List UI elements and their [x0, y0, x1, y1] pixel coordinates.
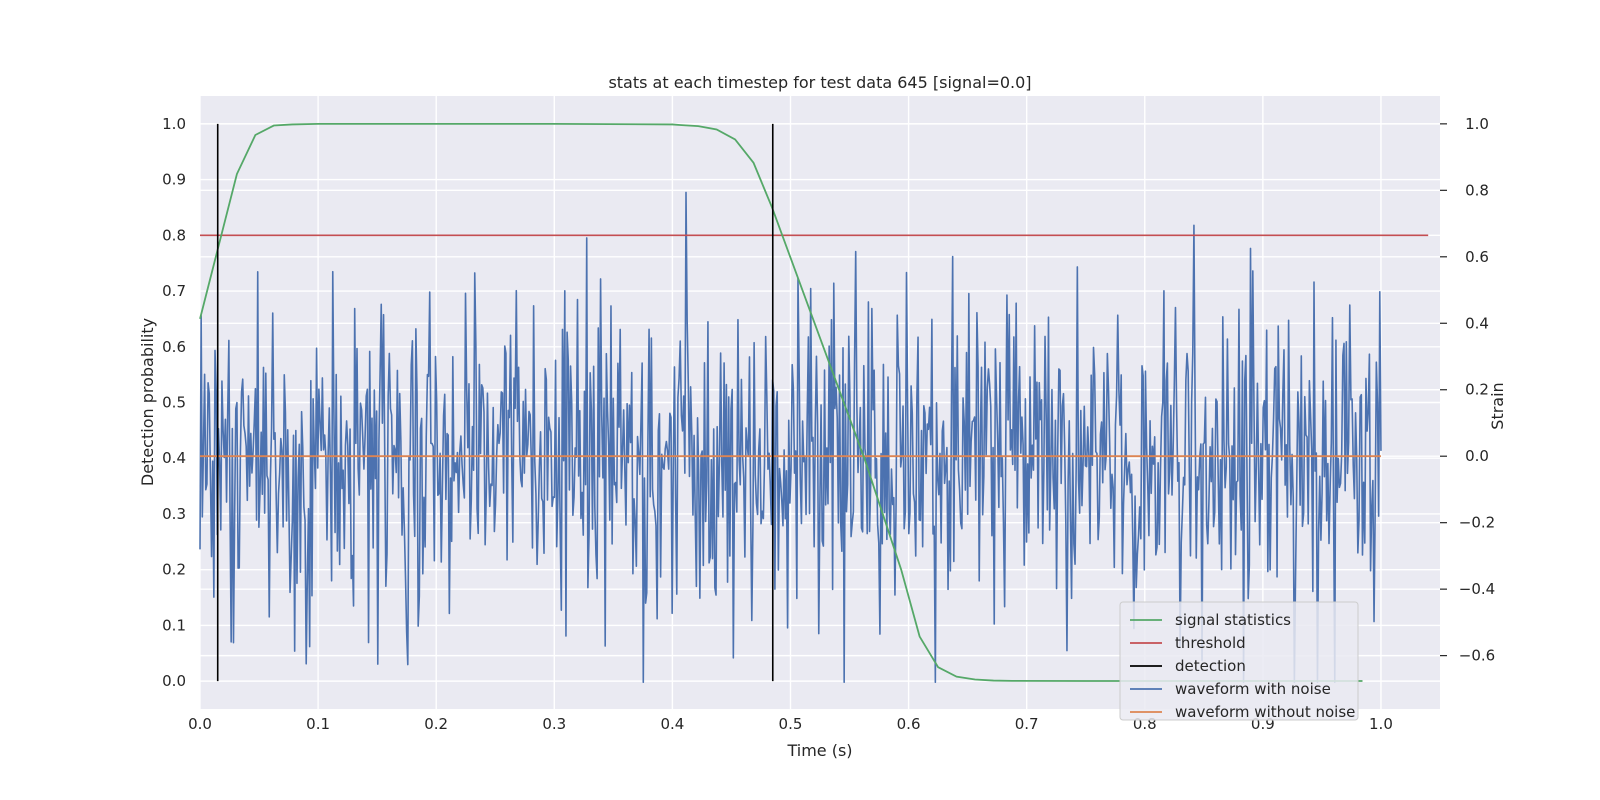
y2-tick-label: −0.6: [1459, 647, 1495, 665]
y-tick-label: 0.3: [162, 505, 186, 523]
y2-tick-label: 0.4: [1465, 314, 1489, 332]
x-tick-label: 0.5: [779, 715, 803, 733]
y2-tick-label: 0.2: [1465, 381, 1489, 399]
y-tick-label: 0.8: [162, 226, 186, 244]
x-tick-label: 0.6: [897, 715, 921, 733]
y2-tick-label: 1.0: [1465, 115, 1489, 133]
plot-lines: [199, 122, 1429, 684]
y-tick-label: 1.0: [162, 115, 186, 133]
legend-label: signal statistics: [1175, 611, 1291, 629]
y-tick-label: 0.5: [162, 394, 186, 412]
series-signal-statistics: [199, 122, 1363, 682]
y-tick-label: 0.9: [162, 171, 186, 189]
legend-label: waveform without noise: [1175, 703, 1355, 721]
x-tick-label: 0.2: [424, 715, 448, 733]
y-tick-label: 0.6: [162, 338, 186, 356]
y2-tick-label: −0.4: [1459, 580, 1495, 598]
y-tick-label: 0.0: [162, 672, 186, 690]
x-tick-label: 0.4: [660, 715, 684, 733]
left-axis: 0.0 0.1 0.2 0.3 0.4 0.5 0.6 0.7 0.8 0.9 1.0: [162, 115, 186, 690]
y2-tick-label: 0.0: [1465, 447, 1489, 465]
legend: signal statistics threshold detection wavef…: [1119, 601, 1359, 721]
x-tick-label: 0.3: [542, 715, 566, 733]
legend-label: waveform with noise: [1175, 680, 1331, 698]
right-axis: −0.6 −0.4 −0.2 0.0 0.2 0.4 0.6 0.8 1.0: [1440, 115, 1495, 665]
y-tick-label: 0.2: [162, 561, 186, 579]
y-tick-label: 0.7: [162, 282, 186, 300]
x-axis-title: Time (s): [786, 741, 852, 760]
y-tick-label: 0.4: [162, 449, 186, 467]
x-tick-label: 0.1: [306, 715, 330, 733]
x-tick-label: 0.7: [1015, 715, 1039, 733]
y-axis-title: Detection probability: [138, 318, 157, 486]
x-tick-label: 0.0: [188, 715, 212, 733]
legend-label: threshold: [1175, 634, 1246, 652]
series-waveform-with-noise: [199, 191, 1382, 684]
legend-box: [1119, 601, 1359, 721]
legend-label: detection: [1175, 657, 1246, 675]
y2-tick-label: −0.2: [1459, 514, 1495, 532]
x-tick-label: 1.0: [1369, 715, 1393, 733]
y2-axis-title: Strain: [1488, 382, 1507, 429]
y2-tick-label: 0.6: [1465, 248, 1489, 266]
y2-tick-label: 0.8: [1465, 181, 1489, 199]
chart-title: stats at each timestep for test data 645…: [608, 73, 1031, 92]
y-tick-label: 0.1: [162, 616, 186, 634]
